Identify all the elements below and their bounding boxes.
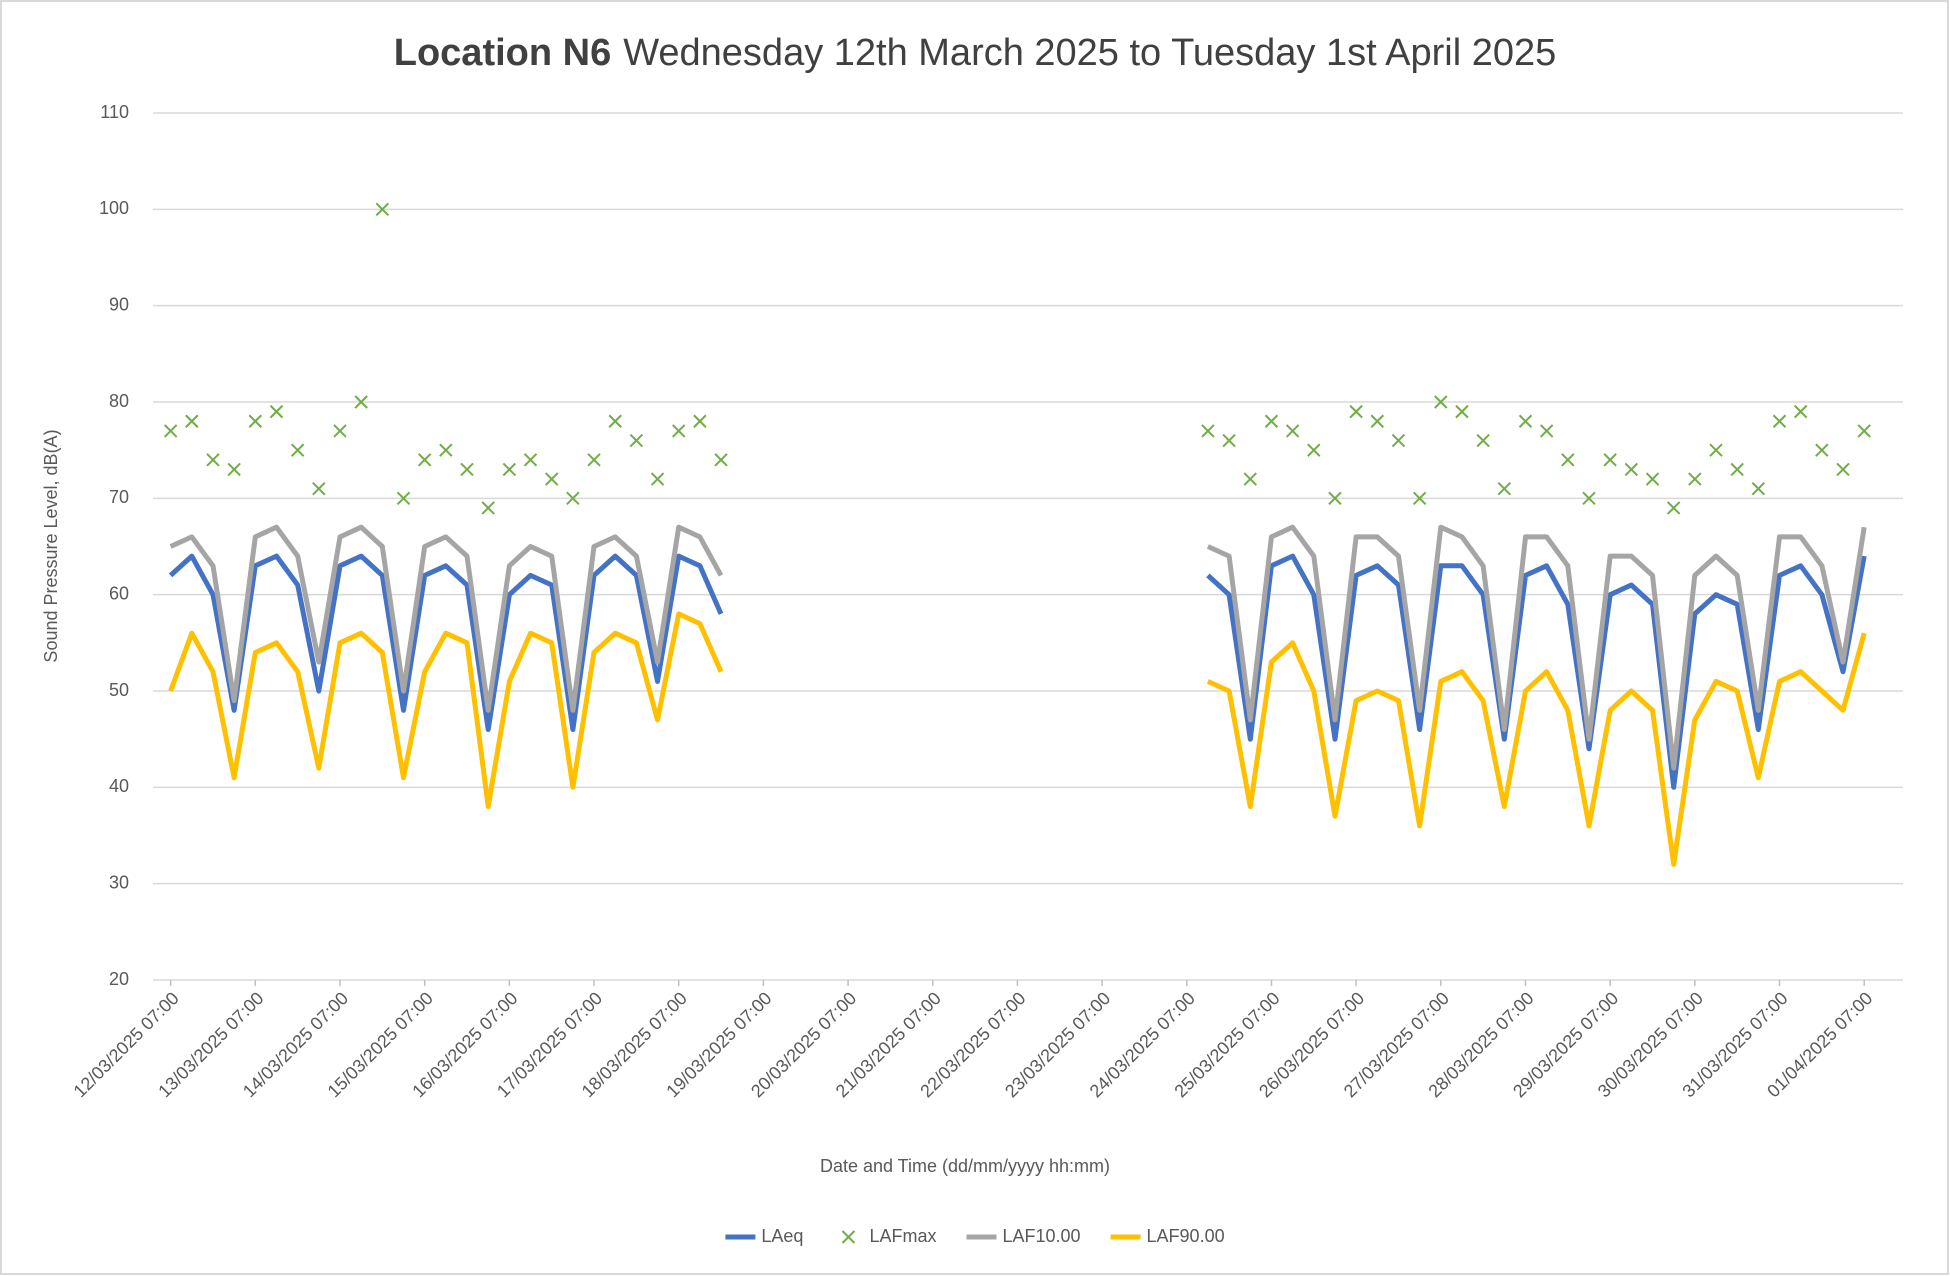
data-point — [587, 453, 601, 467]
y-tick-label: 20 — [109, 969, 129, 989]
data-point — [1434, 395, 1448, 409]
data-point — [1603, 453, 1617, 467]
data-line — [168, 553, 1867, 790]
x-axis-label: Date and Time (dd/mm/yyyy hh:mm) — [820, 1156, 1110, 1176]
data-point — [1264, 414, 1279, 428]
data-point — [1709, 443, 1723, 457]
data-point — [481, 501, 495, 515]
y-tick-label: 80 — [109, 391, 129, 411]
data-point — [439, 443, 453, 457]
data-point — [650, 472, 665, 486]
legend-marker — [841, 1230, 856, 1244]
y-tick-label: 70 — [109, 487, 129, 507]
data-point — [544, 472, 559, 486]
data-point — [269, 404, 284, 419]
chart-subtitle: Wednesday 12th March 2025 to Tuesday 1st… — [623, 32, 1556, 74]
data-point — [1666, 501, 1681, 515]
data-point — [1328, 491, 1342, 506]
legend-label: LAF10.00 — [1002, 1226, 1080, 1246]
y-tick-label: 30 — [109, 872, 129, 892]
data-point — [290, 443, 305, 457]
legend-label: LAF90.00 — [1147, 1226, 1225, 1246]
y-tick-label: 100 — [99, 198, 129, 218]
data-point — [460, 462, 474, 477]
data-point — [1539, 424, 1554, 438]
legend: LAeq LAFmax LAF10.00 LAF90.00 — [725, 1226, 1225, 1246]
data-point — [1624, 462, 1639, 477]
data-point — [333, 424, 347, 438]
data-point — [206, 453, 220, 467]
data-point — [163, 424, 178, 438]
data-point — [714, 453, 728, 467]
data-point — [354, 395, 368, 409]
data-point — [417, 453, 432, 467]
data-point — [1582, 491, 1596, 506]
data-point — [523, 453, 538, 467]
data-line — [169, 524, 1867, 771]
data-point — [396, 491, 411, 506]
data-point — [566, 491, 580, 506]
data-point — [248, 414, 263, 428]
data-point — [1349, 404, 1363, 419]
data-point — [375, 202, 390, 217]
y-tick-label: 40 — [109, 776, 129, 796]
data-point — [1793, 404, 1808, 419]
y-axis-label: Sound Pressure Level, dB(A) — [41, 429, 61, 662]
data-point — [227, 462, 241, 477]
data-point — [1370, 414, 1384, 428]
data-point — [312, 481, 326, 496]
chart-title: Location N6 — [394, 32, 611, 74]
legend-label: LAFmax — [869, 1226, 936, 1246]
data-point — [1455, 404, 1469, 419]
y-tick-label: 90 — [109, 294, 129, 314]
data-point — [671, 424, 686, 438]
data-point — [1772, 414, 1787, 428]
y-tick-label: 50 — [109, 680, 129, 700]
data-point — [1688, 472, 1702, 486]
chart-title-group: Location N6 Wednesday 12th March 2025 to … — [394, 32, 1556, 74]
legend-label: LAeq — [761, 1226, 803, 1246]
data-point — [1497, 481, 1512, 496]
data-point — [608, 414, 622, 428]
data-point — [1857, 424, 1871, 438]
data-point — [1561, 453, 1575, 467]
data-point — [1518, 414, 1533, 428]
data-line — [168, 611, 1867, 867]
y-tick-label: 60 — [109, 583, 129, 603]
data-point — [1476, 433, 1490, 448]
data-point — [1645, 472, 1660, 486]
data-point — [1285, 424, 1300, 438]
data-point — [1201, 424, 1215, 438]
data-point — [693, 414, 707, 428]
data-point — [1412, 491, 1427, 506]
data-point — [1730, 462, 1744, 477]
data-point — [629, 433, 644, 448]
data-point — [1815, 443, 1829, 457]
y-tick-label: 110 — [100, 102, 129, 122]
data-point — [1391, 433, 1406, 448]
data-point — [1243, 472, 1257, 486]
data-point — [185, 414, 199, 428]
data-point — [1751, 481, 1766, 496]
data-point — [1222, 433, 1236, 448]
data-point — [1836, 462, 1850, 477]
data-point — [502, 462, 517, 477]
data-point — [1307, 443, 1321, 457]
